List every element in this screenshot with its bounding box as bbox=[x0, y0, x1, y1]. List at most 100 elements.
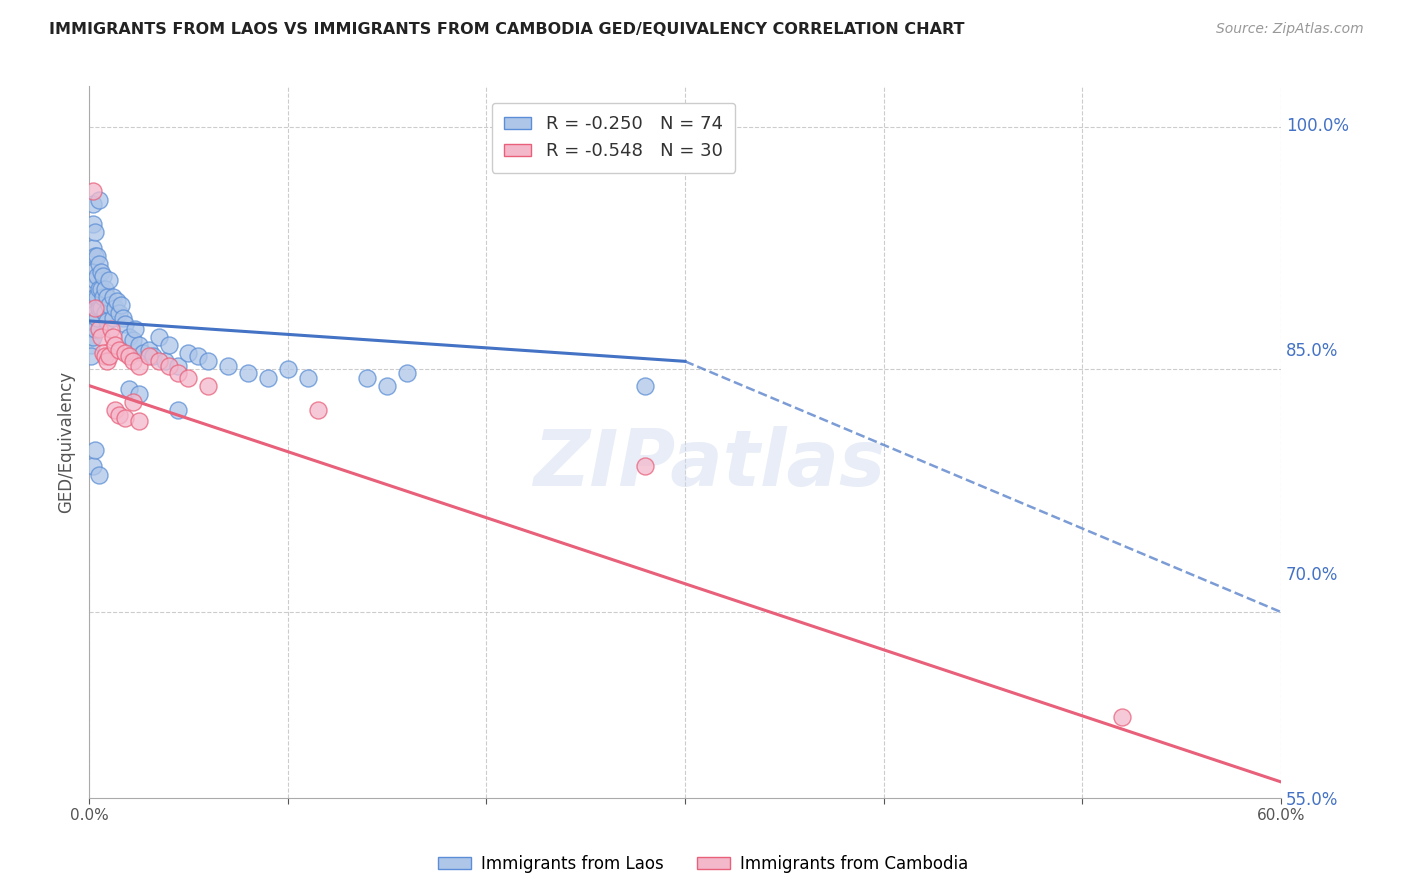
Point bbox=[114, 317, 136, 331]
Point bbox=[114, 411, 136, 425]
Point bbox=[1111, 710, 1133, 724]
Point bbox=[94, 350, 117, 364]
Point bbox=[257, 370, 280, 384]
Point bbox=[118, 382, 141, 396]
Point bbox=[90, 330, 112, 344]
Point bbox=[110, 298, 132, 312]
Point bbox=[105, 294, 128, 309]
Point bbox=[307, 402, 329, 417]
Point bbox=[82, 185, 104, 199]
Point bbox=[104, 338, 127, 352]
Legend: Immigrants from Laos, Immigrants from Cambodia: Immigrants from Laos, Immigrants from Ca… bbox=[430, 848, 976, 880]
Point bbox=[80, 338, 103, 352]
Point bbox=[634, 459, 657, 474]
Point bbox=[84, 273, 107, 287]
Point bbox=[97, 298, 120, 312]
Y-axis label: GED/Equivalency: GED/Equivalency bbox=[58, 371, 75, 513]
Text: ZIPatlas: ZIPatlas bbox=[533, 425, 884, 501]
Point bbox=[80, 330, 103, 344]
Point bbox=[91, 290, 114, 304]
Point bbox=[82, 217, 104, 231]
Point bbox=[84, 249, 107, 263]
Point bbox=[94, 281, 117, 295]
Point bbox=[114, 346, 136, 360]
Point bbox=[84, 306, 107, 320]
Point bbox=[148, 330, 170, 344]
Point bbox=[91, 268, 114, 283]
Point bbox=[236, 366, 259, 380]
Point bbox=[84, 443, 107, 458]
Point bbox=[82, 459, 104, 474]
Point bbox=[86, 268, 108, 283]
Point bbox=[111, 310, 134, 325]
Point bbox=[82, 281, 104, 295]
Point bbox=[121, 354, 143, 368]
Point bbox=[82, 314, 104, 328]
Point bbox=[101, 310, 124, 325]
Point bbox=[277, 362, 299, 376]
Point bbox=[108, 408, 131, 422]
Point bbox=[82, 265, 104, 279]
Point bbox=[121, 394, 143, 409]
Point bbox=[97, 350, 120, 364]
Point bbox=[101, 330, 124, 344]
Point bbox=[167, 402, 190, 417]
Point bbox=[84, 225, 107, 239]
Point bbox=[104, 301, 127, 315]
Point bbox=[157, 359, 180, 374]
Point bbox=[297, 370, 319, 384]
Point bbox=[157, 338, 180, 352]
Point bbox=[87, 193, 110, 207]
Point bbox=[131, 346, 153, 360]
Point bbox=[91, 346, 114, 360]
Point bbox=[128, 338, 150, 352]
Point bbox=[80, 350, 103, 364]
Point bbox=[217, 359, 239, 374]
Text: Source: ZipAtlas.com: Source: ZipAtlas.com bbox=[1216, 22, 1364, 37]
Point bbox=[87, 301, 110, 315]
Legend: R = -0.250   N = 74, R = -0.548   N = 30: R = -0.250 N = 74, R = -0.548 N = 30 bbox=[492, 103, 735, 173]
Point bbox=[356, 370, 378, 384]
Point bbox=[87, 322, 110, 336]
Point bbox=[96, 290, 118, 304]
Point bbox=[128, 386, 150, 401]
Point bbox=[124, 322, 146, 336]
Point bbox=[86, 310, 108, 325]
Point bbox=[167, 359, 190, 374]
Point bbox=[142, 350, 165, 364]
Point bbox=[138, 350, 160, 364]
Point bbox=[82, 197, 104, 211]
Point bbox=[118, 350, 141, 364]
Point bbox=[177, 370, 200, 384]
Point bbox=[128, 414, 150, 428]
Text: IMMIGRANTS FROM LAOS VS IMMIGRANTS FROM CAMBODIA GED/EQUIVALENCY CORRELATION CHA: IMMIGRANTS FROM LAOS VS IMMIGRANTS FROM … bbox=[49, 22, 965, 37]
Point bbox=[148, 354, 170, 368]
Point bbox=[80, 322, 103, 336]
Point bbox=[153, 354, 176, 368]
Point bbox=[121, 334, 143, 348]
Point bbox=[108, 306, 131, 320]
Point bbox=[87, 467, 110, 482]
Point bbox=[86, 290, 108, 304]
Point bbox=[128, 359, 150, 374]
Point bbox=[108, 343, 131, 357]
Point bbox=[96, 314, 118, 328]
Point bbox=[197, 378, 219, 392]
Point bbox=[197, 354, 219, 368]
Point bbox=[118, 330, 141, 344]
Point bbox=[90, 265, 112, 279]
Point bbox=[82, 330, 104, 344]
Point bbox=[90, 301, 112, 315]
Point bbox=[87, 281, 110, 295]
Point bbox=[97, 273, 120, 287]
Point bbox=[138, 343, 160, 357]
Point bbox=[82, 241, 104, 255]
Point bbox=[94, 306, 117, 320]
Point bbox=[86, 249, 108, 263]
Point bbox=[187, 350, 209, 364]
Point bbox=[82, 298, 104, 312]
Point bbox=[634, 378, 657, 392]
Point bbox=[101, 290, 124, 304]
Point bbox=[167, 366, 190, 380]
Point bbox=[84, 301, 107, 315]
